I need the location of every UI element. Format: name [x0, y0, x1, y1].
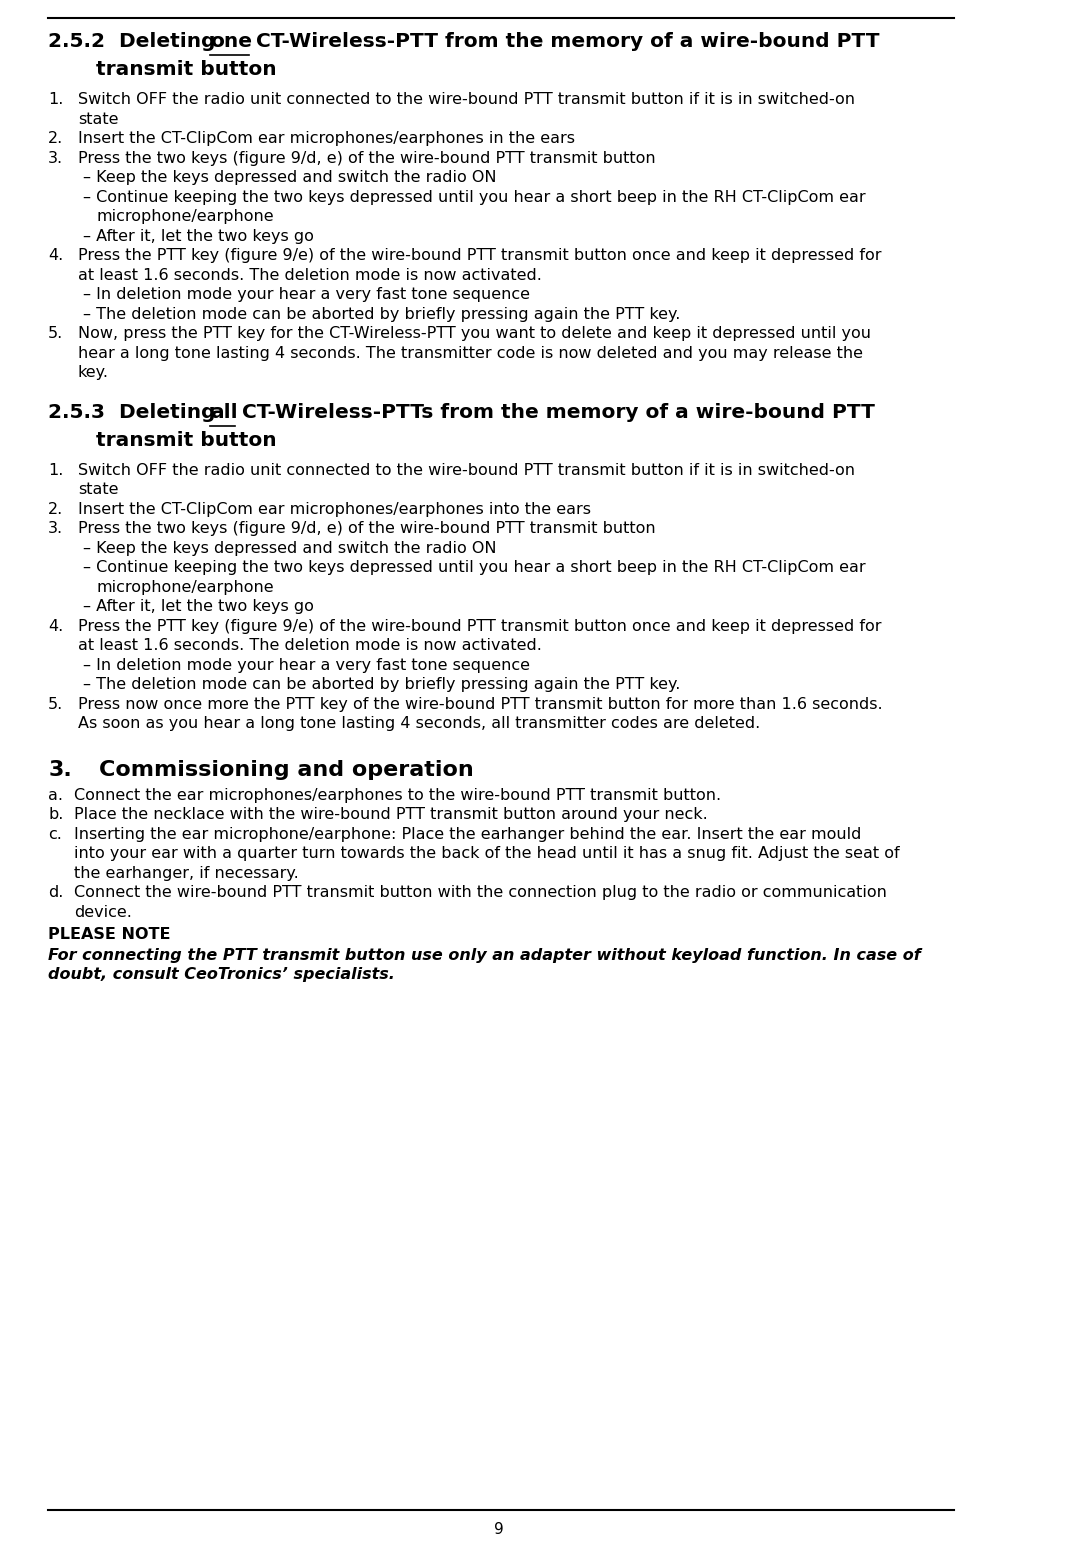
Text: – In deletion mode your hear a very fast tone sequence: – In deletion mode your hear a very fast… — [83, 657, 530, 673]
Text: Inserting the ear microphone/earphone: Place the earhanger behind the ear. Inser: Inserting the ear microphone/earphone: P… — [74, 827, 862, 843]
Text: 3.: 3. — [48, 759, 72, 779]
Text: Press the two keys (figure 9/d, e) of the wire-bound PTT transmit button: Press the two keys (figure 9/d, e) of th… — [77, 150, 655, 165]
Text: at least 1.6 seconds. The deletion mode is now activated.: at least 1.6 seconds. The deletion mode … — [77, 267, 541, 283]
Text: Connect the ear microphones/earphones to the wire-bound PTT transmit button.: Connect the ear microphones/earphones to… — [74, 788, 721, 802]
Text: Switch OFF the radio unit connected to the wire-bound PTT transmit button if it : Switch OFF the radio unit connected to t… — [77, 93, 854, 107]
Text: 3.: 3. — [48, 150, 63, 165]
Text: – Continue keeping the two keys depressed until you hear a short beep in the RH : – Continue keeping the two keys depresse… — [83, 560, 866, 575]
Text: Place the necklace with the wire-bound PTT transmit button around your neck.: Place the necklace with the wire-bound P… — [74, 807, 708, 822]
Text: Connect the wire-bound PTT transmit button with the connection plug to the radio: Connect the wire-bound PTT transmit butt… — [74, 886, 887, 900]
Text: PLEASE NOTE: PLEASE NOTE — [48, 928, 171, 943]
Text: microphone/earphone: microphone/earphone — [97, 580, 274, 595]
Text: Insert the CT-ClipCom ear microphones/earphones in the ears: Insert the CT-ClipCom ear microphones/ea… — [77, 131, 575, 145]
Text: at least 1.6 seconds. The deletion mode is now activated.: at least 1.6 seconds. The deletion mode … — [77, 638, 541, 652]
Text: 1.: 1. — [48, 462, 63, 478]
Text: 1.: 1. — [48, 93, 63, 107]
Text: 3.: 3. — [48, 521, 63, 536]
Text: For connecting the PTT transmit button use only an adapter without keyload funct: For connecting the PTT transmit button u… — [48, 948, 921, 963]
Text: Press now once more the PTT key of the wire-bound PTT transmit button for more t: Press now once more the PTT key of the w… — [77, 697, 882, 711]
Text: – Keep the keys depressed and switch the radio ON: – Keep the keys depressed and switch the… — [83, 541, 497, 555]
Text: b.: b. — [48, 807, 63, 822]
Text: 2.5.3  Deleting: 2.5.3 Deleting — [48, 402, 223, 422]
Text: As soon as you hear a long tone lasting 4 seconds, all transmitter codes are del: As soon as you hear a long tone lasting … — [77, 716, 760, 731]
Text: Commissioning and operation: Commissioning and operation — [99, 759, 473, 779]
Text: a.: a. — [48, 788, 63, 802]
Text: doubt, consult CeoTronics’ specialists.: doubt, consult CeoTronics’ specialists. — [48, 968, 395, 982]
Text: hear a long tone lasting 4 seconds. The transmitter code is now deleted and you : hear a long tone lasting 4 seconds. The … — [77, 345, 863, 360]
Text: transmit button: transmit button — [97, 60, 277, 79]
Text: Insert the CT-ClipCom ear microphones/earphones into the ears: Insert the CT-ClipCom ear microphones/ea… — [77, 501, 591, 516]
Text: Press the two keys (figure 9/d, e) of the wire-bound PTT transmit button: Press the two keys (figure 9/d, e) of th… — [77, 521, 655, 536]
Text: the earhanger, if necessary.: the earhanger, if necessary. — [74, 866, 299, 881]
Text: 2.: 2. — [48, 501, 63, 516]
Text: 2.: 2. — [48, 131, 63, 145]
Text: – In deletion mode your hear a very fast tone sequence: – In deletion mode your hear a very fast… — [83, 288, 530, 301]
Text: 5.: 5. — [48, 697, 63, 711]
Text: Switch OFF the radio unit connected to the wire-bound PTT transmit button if it : Switch OFF the radio unit connected to t… — [77, 462, 854, 478]
Text: – After it, let the two keys go: – After it, let the two keys go — [83, 598, 314, 614]
Text: 9: 9 — [494, 1523, 504, 1538]
Text: all: all — [210, 402, 238, 422]
Text: Press the PTT key (figure 9/e) of the wire-bound PTT transmit button once and ke: Press the PTT key (figure 9/e) of the wi… — [77, 618, 881, 634]
Text: Press the PTT key (figure 9/e) of the wire-bound PTT transmit button once and ke: Press the PTT key (figure 9/e) of the wi… — [77, 247, 881, 263]
Text: – The deletion mode can be aborted by briefly pressing again the PTT key.: – The deletion mode can be aborted by br… — [83, 306, 681, 322]
Text: CT-Wireless-PTT from the memory of a wire-bound PTT: CT-Wireless-PTT from the memory of a wir… — [249, 32, 879, 51]
Text: – Keep the keys depressed and switch the radio ON: – Keep the keys depressed and switch the… — [83, 170, 497, 186]
Text: – Continue keeping the two keys depressed until you hear a short beep in the RH : – Continue keeping the two keys depresse… — [83, 190, 866, 204]
Text: transmit button: transmit button — [97, 430, 277, 450]
Text: Now, press the PTT key for the CT-Wireless-PTT you want to delete and keep it de: Now, press the PTT key for the CT-Wirele… — [77, 326, 870, 342]
Text: microphone/earphone: microphone/earphone — [97, 209, 274, 224]
Text: state: state — [77, 111, 118, 127]
Text: key.: key. — [77, 365, 109, 380]
Text: 5.: 5. — [48, 326, 63, 342]
Text: c.: c. — [48, 827, 62, 843]
Text: d.: d. — [48, 886, 63, 900]
Text: state: state — [77, 482, 118, 496]
Text: CT-Wireless-PTTs from the memory of a wire-bound PTT: CT-Wireless-PTTs from the memory of a wi… — [236, 402, 875, 422]
Text: – The deletion mode can be aborted by briefly pressing again the PTT key.: – The deletion mode can be aborted by br… — [83, 677, 681, 693]
Text: 4.: 4. — [48, 247, 63, 263]
Text: 4.: 4. — [48, 618, 63, 634]
Text: – After it, let the two keys go: – After it, let the two keys go — [83, 229, 314, 244]
Text: into your ear with a quarter turn towards the back of the head until it has a sn: into your ear with a quarter turn toward… — [74, 846, 900, 861]
Text: device.: device. — [74, 904, 132, 920]
Text: one: one — [210, 32, 252, 51]
Text: 2.5.2  Deleting: 2.5.2 Deleting — [48, 32, 223, 51]
